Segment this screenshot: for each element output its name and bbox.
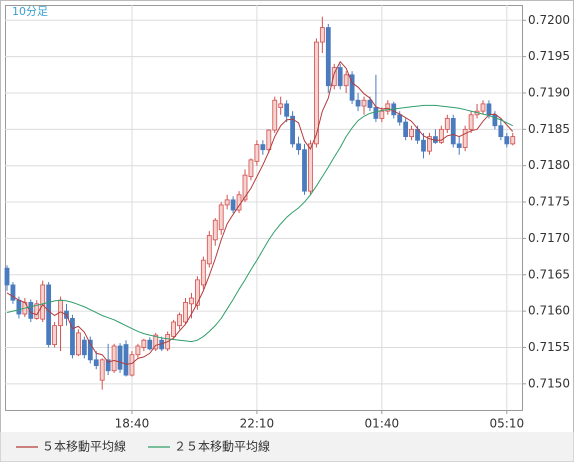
candle-body [421,139,426,152]
candle-body [254,144,260,162]
y-tick-label: 0.7165 [528,267,570,281]
marks [4,16,516,390]
candle-body [480,103,486,112]
x-tick-label: 22:10 [240,417,275,431]
candle-body [468,114,474,130]
candle-body [123,344,129,376]
candle-body [444,118,450,130]
y-tick-label: 0.7190 [528,85,570,99]
candle-body [385,103,391,112]
candle-body [129,354,135,376]
candle-body [76,332,81,356]
candle-body [183,301,188,323]
candle-body [278,103,284,108]
candle-body [343,74,349,87]
candle-body [349,74,355,101]
candle-body [230,199,236,211]
candle-body [212,219,218,241]
candle-body [93,359,99,367]
candle-body [427,136,432,152]
candle-body [16,299,22,315]
candle-body [296,143,301,151]
legend-band [0,432,574,462]
candle-body [206,235,212,265]
candle-body [325,27,331,87]
candle-body [46,284,52,345]
candle-body [153,334,159,350]
candle-body [4,267,10,286]
candle-body [224,199,230,206]
candle-body [438,128,444,143]
candle-body [504,136,510,145]
candle-body [141,339,147,348]
chart-title: 10分足 [12,5,48,18]
candle-body [373,107,379,119]
candle-body [87,339,93,361]
candle-body [260,144,266,151]
candle-body [28,301,34,319]
y-tick-label: 0.7180 [528,158,570,172]
y-tick-label: 0.7160 [528,304,570,318]
candle-body [331,67,337,87]
moving-average-line [6,60,514,365]
candle-body [177,314,182,327]
y-tick-label: 0.7200 [528,13,570,27]
legend-label: ２５本移動平均線 [174,439,270,454]
y-tick-label: 0.7185 [528,122,570,136]
candle-body [171,321,177,337]
y-tick-label: 0.7175 [528,195,570,209]
candle-body [99,359,105,381]
candle-body [313,41,319,145]
candle-body [361,99,367,107]
candle-body [40,284,46,320]
moving-average-line [6,104,513,343]
candle-body [194,279,200,306]
candle-body [355,99,361,107]
x-tick-label: 05:10 [490,417,525,431]
candle-body [450,118,456,145]
candle-body [403,121,409,138]
y-tick-label: 0.7195 [528,49,570,63]
candle-body [492,114,498,127]
legend-label: ５本移動平均線 [42,439,126,454]
y-tick-label: 0.7170 [528,231,570,245]
candle-body [70,317,75,356]
candle-body [135,345,141,356]
candle-body [147,339,153,350]
candle-body [462,128,468,148]
candle-body [498,125,504,138]
candle-body [397,114,403,123]
candle-body [10,284,16,301]
candle-body [272,99,278,131]
candle-body [52,325,57,345]
candle-body [200,259,206,286]
candle-body [308,143,313,192]
candle-body [337,67,343,87]
candle-body [105,359,111,372]
candle-body [319,27,325,43]
candle-body [218,204,224,231]
x-tick-label: 18:40 [115,417,150,431]
candle-body [290,115,296,145]
candle-body [248,159,254,177]
x-tick-label: 01:40 [365,417,400,431]
candle-body [367,99,373,108]
candle-body [486,103,492,116]
y-tick-label: 0.7150 [528,376,570,390]
candle-body [266,129,272,151]
candle-body [510,136,516,145]
candle-body [81,339,87,356]
candle-body [242,174,248,201]
y-tick-label: 0.7155 [528,340,570,354]
candle-body [189,297,194,305]
candle-body [284,103,290,117]
candle-body [409,128,415,138]
candle-body [302,149,307,192]
candle-body [117,345,123,370]
candle-body [379,110,385,119]
candle-body [111,345,117,372]
candle-body [456,143,462,148]
